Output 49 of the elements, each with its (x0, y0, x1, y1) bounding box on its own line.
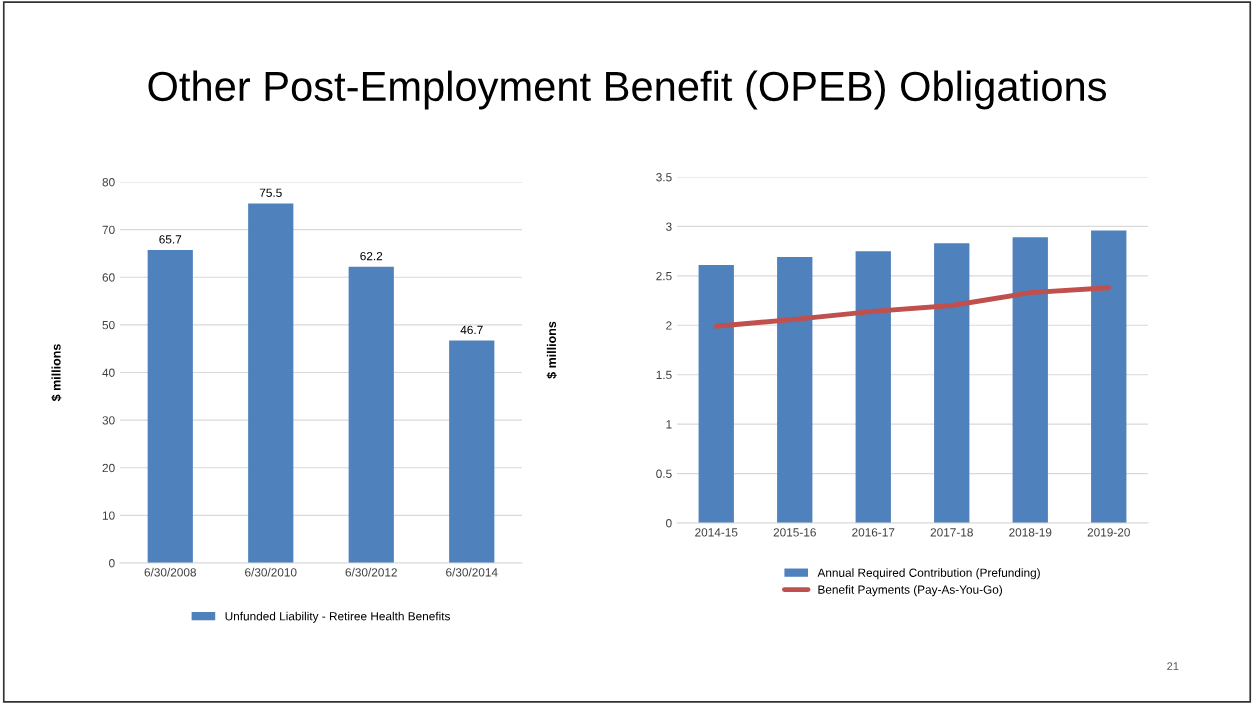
x-tick-label: 2017-18 (930, 528, 973, 537)
bar (248, 203, 294, 563)
y-tick-label: 0 (109, 559, 115, 568)
data-label: 75.5 (259, 188, 282, 197)
y-tick-label: 2.5 (656, 271, 672, 281)
x-tick-label: 2018-19 (1009, 528, 1052, 537)
line-series (713, 285, 1112, 329)
bar (934, 243, 970, 523)
y-tick-label: 60 (102, 273, 115, 282)
bar (1091, 230, 1127, 523)
x-tick-label: 2019-20 (1087, 528, 1130, 537)
y-axis-title: $ millions (546, 321, 557, 379)
bar (777, 257, 813, 523)
bar (855, 251, 891, 523)
y-tick-label: 10 (102, 511, 115, 520)
data-label: 62.2 (360, 251, 383, 261)
y-tick-label: 30 (102, 416, 115, 425)
y-tick-label: 3.5 (656, 173, 672, 182)
bar (449, 340, 495, 563)
y-tick-label: 80 (102, 178, 115, 187)
y-tick-label: 2 (666, 321, 672, 330)
legend-label: Unfunded Liability - Retiree Health Benefits (225, 611, 450, 623)
y-tick-label: 3 (666, 222, 672, 231)
data-label: 65.7 (159, 235, 182, 244)
y-tick-label: 0 (666, 519, 672, 528)
y-tick-label: 0.5 (656, 469, 672, 478)
y-tick-label: 1 (666, 420, 672, 429)
y-tick-label: 40 (102, 368, 115, 377)
y-tick-label: 50 (102, 320, 115, 330)
bar (698, 264, 734, 523)
y-tick-label: 70 (102, 225, 115, 235)
text: Other Post-Employment Benefit (OPEB) Obligations (148, 70, 1107, 110)
x-tick-label: 6/30/2014 (446, 567, 498, 577)
y-tick-label: 20 (102, 463, 115, 473)
x-tick-label: 6/30/2012 (345, 567, 397, 577)
data-label: 46.7 (460, 325, 483, 335)
y-axis-title: $ millions (51, 344, 62, 402)
x-tick-label: 2015-16 (773, 528, 816, 537)
y-tick-label: 1.5 (656, 370, 672, 380)
legend-label: Annual Required Contribution (Prefunding) (817, 568, 1040, 580)
bar (348, 266, 394, 563)
bar (147, 250, 193, 563)
x-tick-label: 6/30/2008 (144, 567, 196, 577)
x-tick-label: 2016-17 (852, 528, 895, 537)
bar (1012, 237, 1048, 523)
text: 21 (1167, 662, 1179, 670)
legend-label: Benefit Payments (Pay-As-You-Go) (818, 585, 1002, 597)
x-tick-label: 2014-15 (695, 528, 738, 537)
x-tick-label: 6/30/2010 (245, 567, 297, 577)
